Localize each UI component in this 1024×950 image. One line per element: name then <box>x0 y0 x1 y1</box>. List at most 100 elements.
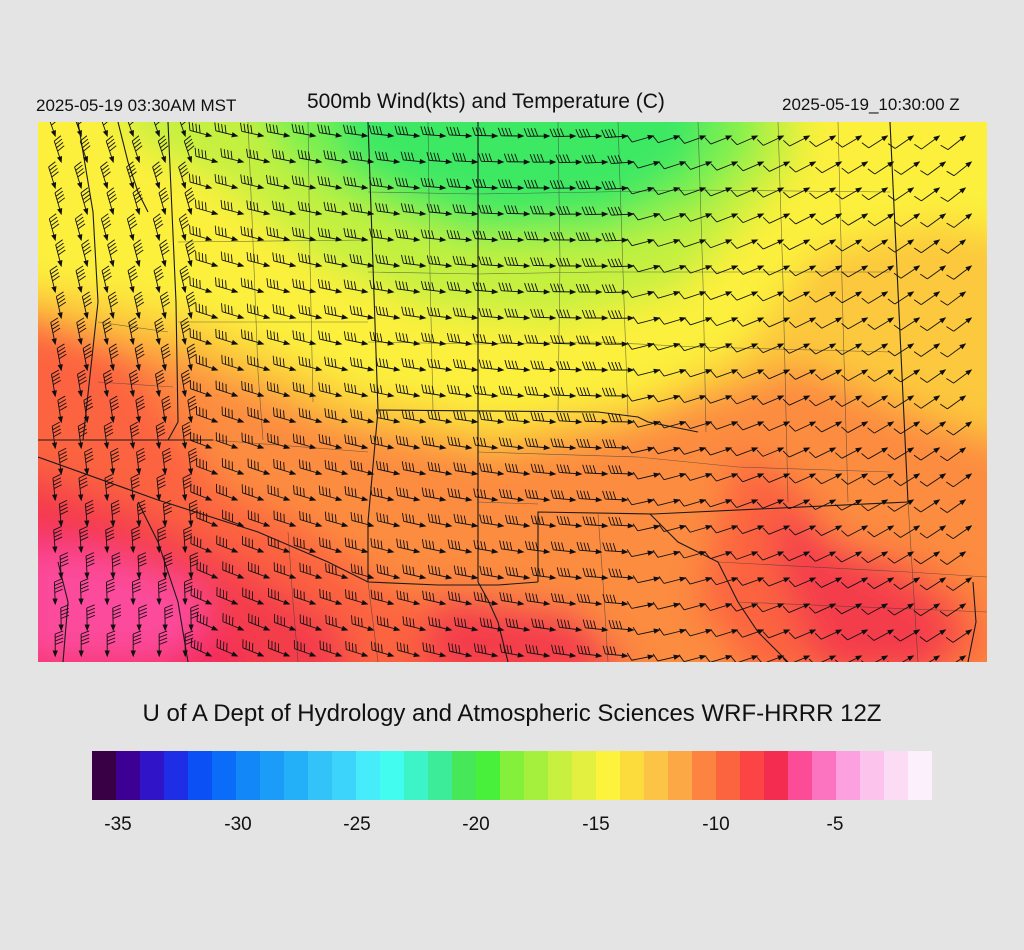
wind-barb <box>453 462 479 476</box>
wind-barb <box>652 498 681 506</box>
wind-barb <box>246 251 271 268</box>
wind-barb <box>376 460 401 476</box>
wind-barb <box>216 587 239 605</box>
wind-barb <box>188 122 213 138</box>
wind-barb <box>452 152 479 165</box>
wind-barb <box>529 153 557 165</box>
wind-barb <box>835 447 863 459</box>
wind-barb <box>453 565 479 580</box>
wind-barb <box>273 562 297 579</box>
wind-barb <box>473 436 499 450</box>
wind-barb <box>158 187 170 216</box>
wind-barb <box>453 617 479 632</box>
wind-barb <box>867 421 895 434</box>
wind-barb <box>271 149 297 164</box>
wind-barb <box>323 201 349 216</box>
colorbar-swatch <box>596 751 620 800</box>
wind-barb <box>395 332 421 346</box>
wind-barb <box>216 638 239 657</box>
wind-barb <box>188 173 213 190</box>
wind-barb <box>49 265 60 294</box>
wind-barb <box>782 655 811 662</box>
colorbar-swatch <box>116 751 140 800</box>
wind-barb <box>318 433 343 450</box>
wind-barb <box>919 317 947 332</box>
wind-barb <box>189 225 213 241</box>
wind-barb <box>75 265 86 294</box>
wind-barb <box>109 395 120 424</box>
wind-barb <box>221 458 245 475</box>
wind-barb <box>525 592 551 606</box>
wind-barb <box>351 615 375 632</box>
wind-barb <box>420 229 447 243</box>
wind-barb <box>505 514 531 528</box>
wind-barb <box>194 199 219 216</box>
wind-barb <box>523 128 551 139</box>
wind-barb <box>446 333 473 347</box>
wind-barb <box>152 213 164 242</box>
wind-barb <box>110 552 121 580</box>
wind-barb <box>678 654 707 662</box>
wind-barb <box>919 473 947 487</box>
wind-barb <box>220 251 245 268</box>
wind-barb <box>84 552 95 580</box>
wind-barb <box>920 213 947 228</box>
wind-barb <box>524 437 551 451</box>
wind-barb <box>815 317 843 329</box>
colorbar-swatch <box>500 751 524 800</box>
wind-barb <box>78 630 90 658</box>
wind-barb <box>478 359 505 373</box>
wind-barb <box>678 395 707 403</box>
wind-barb <box>710 161 739 171</box>
wind-barb <box>473 488 499 502</box>
wind-barb <box>78 578 89 606</box>
wind-barb <box>323 253 349 268</box>
wind-barb <box>183 135 195 164</box>
wind-barb <box>370 589 395 606</box>
wind-barb <box>861 551 889 564</box>
wind-barb <box>162 604 174 632</box>
wind-barb <box>788 629 817 640</box>
wind-barb <box>268 639 291 657</box>
wind-barb <box>632 575 661 584</box>
wind-barb <box>788 421 817 432</box>
wind-barb <box>504 463 531 477</box>
wind-barb <box>215 432 239 449</box>
wind-barb <box>556 618 583 632</box>
wind-barb <box>369 331 395 346</box>
colorbar-tick-label: -15 <box>582 814 610 835</box>
wind-barb <box>108 343 119 372</box>
wind-barb <box>473 591 499 606</box>
wind-barb <box>814 577 843 588</box>
wind-barb <box>710 525 739 534</box>
wind-barb <box>704 239 733 249</box>
wind-barb <box>184 187 196 216</box>
wind-barb <box>607 413 635 425</box>
wind-barb <box>626 600 655 609</box>
wind-barb <box>395 486 421 502</box>
wind-barb <box>808 551 837 562</box>
wind-barb <box>447 487 473 502</box>
wind-barb <box>58 604 70 632</box>
wind-barb <box>472 230 499 243</box>
wind-barb <box>266 278 291 294</box>
wind-barb <box>478 204 505 217</box>
wind-barb <box>608 619 635 633</box>
wind-barb <box>582 567 609 581</box>
wind-barb <box>867 317 895 330</box>
wind-barb <box>576 541 603 555</box>
wind-barb <box>57 447 68 476</box>
wind-barb <box>190 586 213 605</box>
wind-barb <box>155 421 166 450</box>
wind-barb <box>156 473 166 502</box>
wind-barb <box>756 655 785 662</box>
wind-barb <box>319 537 343 554</box>
wind-barb <box>104 526 115 554</box>
wind-barb <box>730 499 759 508</box>
wind-barb <box>376 512 401 528</box>
wind-barb <box>47 122 59 138</box>
wind-barb <box>375 305 401 320</box>
wind-barb <box>473 643 499 658</box>
wind-barb <box>216 535 239 553</box>
wind-barb <box>939 447 967 462</box>
